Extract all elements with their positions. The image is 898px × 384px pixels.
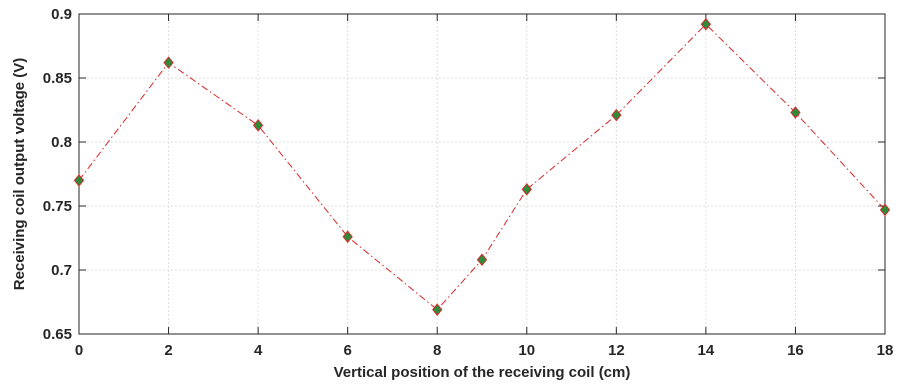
x-tick-label: 18 bbox=[877, 342, 894, 359]
series bbox=[73, 17, 891, 316]
x-tick-label: 6 bbox=[343, 342, 351, 359]
x-tick-label: 14 bbox=[698, 342, 715, 359]
data-point-marker bbox=[611, 108, 622, 122]
x-axis-label: Vertical position of the receiving coil … bbox=[334, 364, 631, 381]
x-tick-label: 2 bbox=[164, 342, 172, 359]
data-point-marker bbox=[790, 106, 801, 119]
x-tick-label: 10 bbox=[518, 342, 535, 359]
y-tick-label: 0.9 bbox=[51, 6, 72, 23]
y-tick-labels: 0.65 0.7 0.75 0.8 0.85 0.9 bbox=[43, 6, 72, 343]
x-tick-label: 16 bbox=[787, 342, 804, 359]
x-tick-labels: 0 2 4 6 8 10 12 14 16 18 bbox=[75, 342, 894, 359]
data-point-marker bbox=[476, 253, 488, 267]
grid bbox=[79, 14, 885, 334]
x-tick-label: 4 bbox=[254, 342, 263, 359]
y-tick-label: 0.85 bbox=[43, 70, 72, 87]
x-tick-label: 12 bbox=[608, 342, 625, 359]
series-line bbox=[78, 23, 886, 311]
data-point-marker bbox=[342, 230, 353, 244]
data-point-marker bbox=[163, 56, 174, 69]
y-tick-label: 0.75 bbox=[43, 198, 72, 215]
data-point-marker bbox=[432, 303, 443, 316]
data-point-marker bbox=[879, 203, 891, 217]
data-point-marker bbox=[521, 183, 532, 196]
data-point-marker bbox=[73, 174, 85, 187]
y-tick-label: 0.7 bbox=[51, 262, 72, 279]
data-point-marker bbox=[252, 119, 264, 132]
plot-frame bbox=[78, 13, 886, 335]
y-tick-label: 0.65 bbox=[43, 326, 72, 343]
x-tick-label: 8 bbox=[433, 342, 441, 359]
axis-ticks bbox=[78, 13, 886, 335]
x-tick-label: 0 bbox=[75, 342, 83, 359]
data-point-marker bbox=[700, 17, 712, 31]
y-tick-label: 0.8 bbox=[51, 134, 72, 151]
y-axis-label: Receiving coil output voltage (V) bbox=[11, 58, 28, 291]
